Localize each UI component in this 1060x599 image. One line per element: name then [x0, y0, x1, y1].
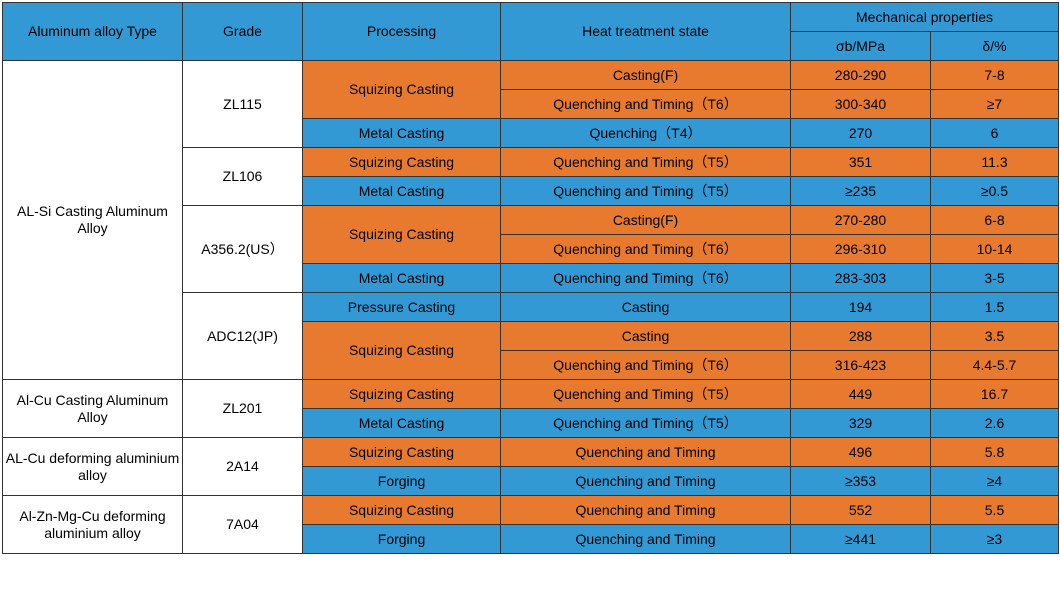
grade-cell: A356.2(US）: [183, 206, 303, 293]
proc-cell: Squizing Casting: [303, 380, 501, 409]
proc-cell: Squizing Casting: [303, 438, 501, 467]
grade-cell: 2A14: [183, 438, 303, 496]
grade-cell: ADC12(JP): [183, 293, 303, 380]
type-cell: AL-Si Casting Aluminum Alloy: [3, 61, 183, 380]
delta-cell: 3.5: [931, 322, 1059, 351]
proc-cell: Metal Casting: [303, 264, 501, 293]
header-mech: Mechanical properties: [791, 3, 1059, 32]
heat-cell: Quenching and Timing: [501, 438, 791, 467]
delta-cell: 1.5: [931, 293, 1059, 322]
delta-cell: ≥7: [931, 90, 1059, 119]
heat-cell: Quenching and Timing（T6）: [501, 264, 791, 293]
grade-cell: ZL115: [183, 61, 303, 148]
proc-cell: Squizing Casting: [303, 61, 501, 119]
heat-cell: Quenching and Timing（T6）: [501, 90, 791, 119]
proc-cell: Squizing Casting: [303, 322, 501, 380]
header-type: Aluminum alloy Type: [3, 3, 183, 61]
heat-cell: Quenching and Timing（T6）: [501, 351, 791, 380]
ob-cell: 288: [791, 322, 931, 351]
delta-cell: 3-5: [931, 264, 1059, 293]
heat-cell: Casting: [501, 293, 791, 322]
proc-cell: Squizing Casting: [303, 148, 501, 177]
delta-cell: 6-8: [931, 206, 1059, 235]
ob-cell: 496: [791, 438, 931, 467]
proc-cell: Squizing Casting: [303, 206, 501, 264]
table-row: Al-Cu Casting Aluminum Alloy ZL201 Squiz…: [3, 380, 1059, 409]
header-heat: Heat treatment state: [501, 3, 791, 61]
proc-cell: Forging: [303, 525, 501, 554]
ob-cell: 449: [791, 380, 931, 409]
heat-cell: Casting: [501, 322, 791, 351]
table-row: AL-Si Casting Aluminum Alloy ZL115 Squiz…: [3, 61, 1059, 90]
header-delta: δ/%: [931, 32, 1059, 61]
proc-cell: Metal Casting: [303, 177, 501, 206]
type-cell: Al-Zn-Mg-Cu deforming aluminium alloy: [3, 496, 183, 554]
proc-cell: Pressure Casting: [303, 293, 501, 322]
ob-cell: 283-303: [791, 264, 931, 293]
delta-cell: 7-8: [931, 61, 1059, 90]
ob-cell: ≥235: [791, 177, 931, 206]
table-body: AL-Si Casting Aluminum Alloy ZL115 Squiz…: [3, 61, 1059, 554]
ob-cell: ≥353: [791, 467, 931, 496]
delta-cell: 5.5: [931, 496, 1059, 525]
alloy-properties-table: Aluminum alloy Type Grade Processing Hea…: [2, 2, 1059, 554]
heat-cell: Quenching and Timing（T5）: [501, 380, 791, 409]
delta-cell: 16.7: [931, 380, 1059, 409]
heat-cell: Quenching and Timing（T5）: [501, 177, 791, 206]
delta-cell: 5.8: [931, 438, 1059, 467]
header-processing: Processing: [303, 3, 501, 61]
delta-cell: 6: [931, 119, 1059, 148]
heat-cell: Quenching（T4）: [501, 119, 791, 148]
ob-cell: 296-310: [791, 235, 931, 264]
ob-cell: ≥441: [791, 525, 931, 554]
ob-cell: 300-340: [791, 90, 931, 119]
delta-cell: 2.6: [931, 409, 1059, 438]
ob-cell: 316-423: [791, 351, 931, 380]
heat-cell: Casting(F): [501, 206, 791, 235]
table-header: Aluminum alloy Type Grade Processing Hea…: [3, 3, 1059, 61]
delta-cell: 4.4-5.7: [931, 351, 1059, 380]
heat-cell: Quenching and Timing（T5）: [501, 148, 791, 177]
proc-cell: Metal Casting: [303, 409, 501, 438]
header-ob: σb/MPa: [791, 32, 931, 61]
proc-cell: Squizing Casting: [303, 496, 501, 525]
grade-cell: ZL201: [183, 380, 303, 438]
proc-cell: Forging: [303, 467, 501, 496]
heat-cell: Quenching and Timing（T5）: [501, 409, 791, 438]
delta-cell: ≥0.5: [931, 177, 1059, 206]
ob-cell: 351: [791, 148, 931, 177]
heat-cell: Quenching and Timing: [501, 467, 791, 496]
ob-cell: 552: [791, 496, 931, 525]
ob-cell: 194: [791, 293, 931, 322]
heat-cell: Quenching and Timing: [501, 525, 791, 554]
delta-cell: 11.3: [931, 148, 1059, 177]
table-row: AL-Cu deforming aluminium alloy 2A14 Squ…: [3, 438, 1059, 467]
table-row: Al-Zn-Mg-Cu deforming aluminium alloy 7A…: [3, 496, 1059, 525]
delta-cell: ≥3: [931, 525, 1059, 554]
ob-cell: 329: [791, 409, 931, 438]
delta-cell: ≥4: [931, 467, 1059, 496]
heat-cell: Quenching and Timing: [501, 496, 791, 525]
delta-cell: 10-14: [931, 235, 1059, 264]
ob-cell: 280-290: [791, 61, 931, 90]
grade-cell: 7A04: [183, 496, 303, 554]
ob-cell: 270-280: [791, 206, 931, 235]
heat-cell: Casting(F): [501, 61, 791, 90]
heat-cell: Quenching and Timing（T6）: [501, 235, 791, 264]
type-cell: AL-Cu deforming aluminium alloy: [3, 438, 183, 496]
type-cell: Al-Cu Casting Aluminum Alloy: [3, 380, 183, 438]
proc-cell: Metal Casting: [303, 119, 501, 148]
ob-cell: 270: [791, 119, 931, 148]
header-grade: Grade: [183, 3, 303, 61]
grade-cell: ZL106: [183, 148, 303, 206]
